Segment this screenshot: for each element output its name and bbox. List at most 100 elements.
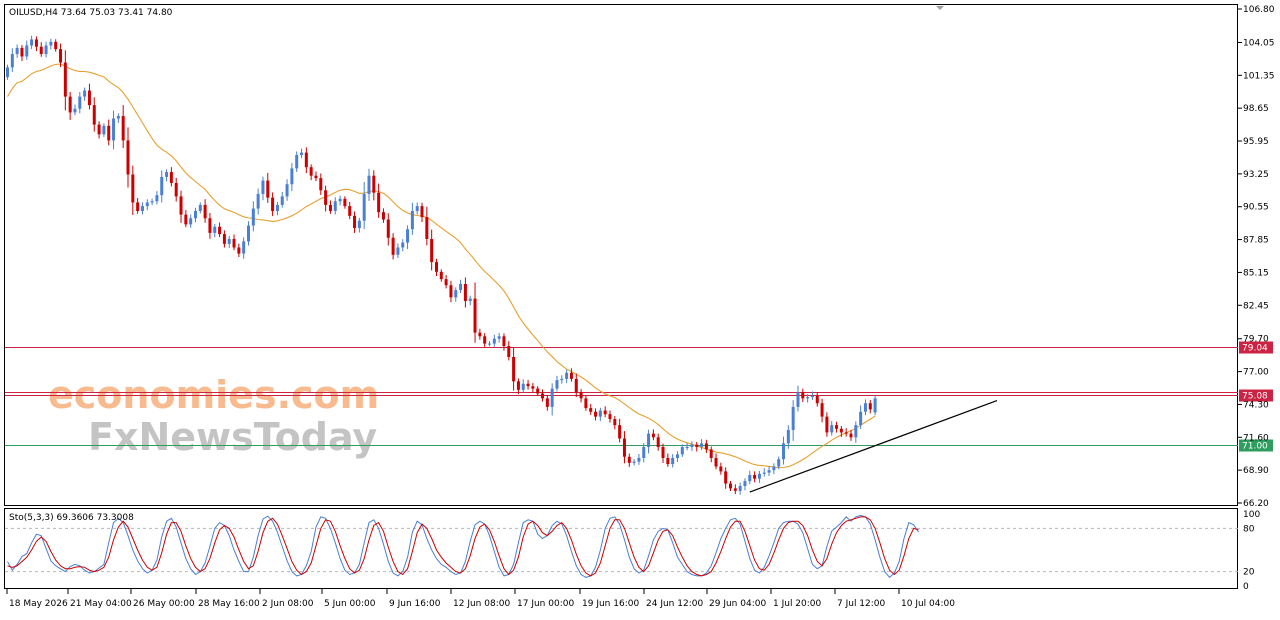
candle-body — [531, 386, 535, 389]
candle-body — [444, 279, 448, 286]
candle-body — [25, 45, 29, 57]
candle-body — [748, 475, 752, 482]
candle-body — [550, 388, 554, 407]
candle-body — [661, 447, 665, 458]
candle-body — [536, 388, 540, 394]
candle-body — [757, 473, 761, 479]
candle-body — [290, 168, 294, 185]
candle-body — [873, 398, 877, 413]
symbol-info: OILUSD,H4 73.64 75.03 73.41 74.80 — [9, 8, 173, 18]
support-trendline — [749, 400, 998, 493]
candle-body — [410, 210, 414, 230]
candle-body — [565, 372, 569, 379]
price-tick-label: 106.80 — [1243, 5, 1275, 15]
candle-body — [362, 193, 366, 221]
candle-body — [704, 443, 708, 450]
candle-body — [830, 425, 834, 433]
candle-body — [324, 190, 328, 205]
candle-body — [242, 241, 246, 254]
price-tick-label: 90.55 — [1243, 203, 1269, 213]
time-tick-label: 19 Jun 16:00 — [582, 599, 639, 609]
time-tick-label: 10 Jul 04:00 — [901, 599, 955, 609]
chart-shift-marker[interactable] — [936, 6, 944, 10]
candle-body — [844, 432, 848, 434]
candle-body — [733, 488, 737, 491]
candle-body — [348, 206, 352, 216]
candle-body — [218, 226, 222, 235]
time-tick-label: 28 May 16:00 — [198, 599, 260, 609]
candle-body — [695, 444, 699, 448]
level-tag-resistance-75 — [1239, 389, 1273, 402]
candle-body — [859, 411, 863, 426]
time-tick-label: 17 Jun 00:00 — [517, 599, 574, 609]
candle-body — [738, 485, 742, 491]
candle-body — [584, 398, 588, 409]
candle-body — [30, 39, 34, 46]
candle-body — [849, 433, 853, 438]
candle-body — [271, 197, 275, 211]
candle-body — [247, 225, 250, 242]
candle-body — [767, 470, 771, 473]
candle-body — [314, 175, 318, 179]
candle-body — [49, 41, 53, 46]
candle-body — [381, 212, 385, 220]
candle-body — [454, 290, 458, 298]
candle-body — [425, 217, 429, 239]
time-tick-label: 12 Jun 08:00 — [453, 599, 510, 609]
candle-body — [54, 41, 58, 50]
candle-body — [589, 408, 593, 412]
price-tick-label: 101.35 — [1243, 71, 1275, 81]
candle-body — [169, 172, 173, 183]
candle-body — [285, 184, 289, 197]
candle-body — [343, 198, 347, 207]
level-tag-label-support-71: 71.00 — [1242, 442, 1268, 452]
time-tick-label: 24 Jun 12:00 — [646, 599, 703, 609]
candle-body — [603, 410, 607, 415]
candle-body — [44, 45, 48, 55]
time-tick-label: 7 Jul 12:00 — [837, 599, 886, 609]
candle-body — [102, 125, 106, 135]
candle-body — [107, 125, 111, 141]
candle-body — [497, 336, 501, 339]
candle-body — [396, 247, 400, 255]
price-tick-label: 74.30 — [1243, 400, 1269, 410]
candle-body — [545, 398, 549, 407]
candle-body — [131, 174, 135, 203]
candle-body — [434, 262, 438, 272]
candle-body — [275, 204, 279, 211]
candle-body — [753, 475, 757, 479]
candle-body — [179, 196, 183, 215]
candle-body — [401, 242, 405, 248]
price-tick-label: 71.60 — [1243, 433, 1269, 443]
candle-body — [261, 180, 265, 194]
candle-body — [338, 198, 342, 202]
candle-body — [700, 443, 704, 448]
candle-body — [203, 204, 207, 219]
candle-body — [512, 356, 516, 382]
indicator-label: Sto(5,3,3) 69.3606 73.3008 — [9, 513, 134, 523]
candle-body — [280, 196, 284, 205]
candle-body — [777, 459, 781, 467]
candles — [6, 35, 877, 495]
candle-body — [835, 425, 839, 429]
price-tick-label: 98.65 — [1243, 104, 1269, 114]
horizontal-levels: 79.04 75.08 71.00 — [5, 341, 1273, 452]
candle-body — [449, 285, 453, 298]
candle-body — [488, 343, 491, 345]
candle-body — [863, 403, 867, 412]
price-tick-label: 79.70 — [1243, 335, 1269, 345]
candle-body — [637, 457, 641, 462]
candle-body — [34, 39, 38, 47]
candle-body — [78, 96, 82, 109]
candle-body — [73, 108, 77, 113]
candle-body — [126, 140, 130, 175]
indicator-frame — [4, 508, 1238, 589]
level-tag-resistance-79 — [1239, 341, 1273, 354]
level-tag-support-71 — [1239, 439, 1273, 452]
candle-body — [709, 449, 713, 458]
candle-body — [377, 192, 381, 213]
candle-body — [165, 172, 169, 177]
candle-body — [140, 206, 144, 211]
